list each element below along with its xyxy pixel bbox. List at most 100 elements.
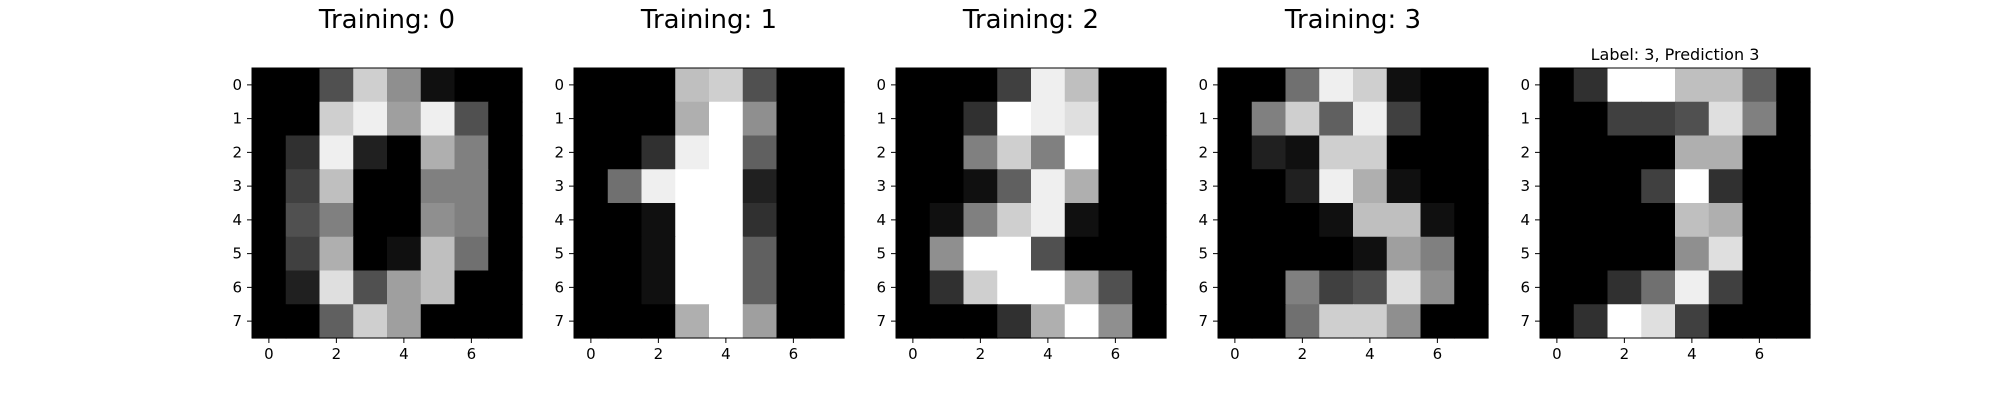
pixel-cell xyxy=(1386,236,1422,272)
pixel-cell xyxy=(1641,101,1676,137)
pixel-cell xyxy=(997,169,1032,204)
pixel-cell xyxy=(1540,169,1575,204)
pixel-cell xyxy=(810,203,845,238)
y-tick-label: 4 xyxy=(554,211,564,229)
pixel-cell xyxy=(896,101,931,137)
pixel-cell xyxy=(1285,169,1320,204)
pixel-cell xyxy=(574,203,609,238)
pixel-cell xyxy=(285,68,321,103)
x-tick-label: 0 xyxy=(908,345,918,363)
pixel-cell xyxy=(1420,304,1455,339)
axes-frame xyxy=(895,67,1167,339)
panel-training-0: Training: 0 0 2 4 6 0 1 2 3 4 5 6 7 xyxy=(232,5,523,363)
pixel-cell xyxy=(488,270,523,305)
pixel-cell xyxy=(607,236,643,272)
pixel-cell xyxy=(1776,101,1811,137)
pixel-cell xyxy=(1776,203,1811,238)
pixel-cell xyxy=(776,68,811,103)
panel-training-3: Training: 3 0 2 4 6 0 1 2 3 4 5 6 7 xyxy=(1198,5,1489,363)
pixel-cell xyxy=(742,135,778,170)
axes-frame xyxy=(1217,67,1489,339)
pixel-cell xyxy=(1031,135,1066,170)
panel-title: Training: 3 xyxy=(1284,5,1421,35)
pixel-cell xyxy=(1607,169,1642,204)
pixel-cell xyxy=(607,135,643,170)
x-tick-label: 6 xyxy=(1433,345,1443,363)
pixel-cell xyxy=(1064,236,1100,272)
pixel-cell xyxy=(607,203,643,238)
x-tick-label: 6 xyxy=(1755,345,1765,363)
panel-title: Label: 3, Prediction 3 xyxy=(1591,45,1760,64)
pixel-cell xyxy=(1132,270,1167,305)
pixel-cell xyxy=(896,135,931,170)
y-tick-label: 3 xyxy=(1198,177,1208,195)
pixel-cell xyxy=(1776,169,1811,204)
panel-training-1: Training: 1 0 2 4 6 0 1 2 3 4 5 6 7 xyxy=(554,5,845,363)
pixel-cell xyxy=(319,101,354,137)
pixel-cell xyxy=(1607,304,1642,339)
pixel-cell xyxy=(929,169,965,204)
pixel-cell xyxy=(1420,169,1455,204)
x-tick-label: 2 xyxy=(1620,345,1630,363)
pixel-cell xyxy=(607,68,643,103)
x-tick-label: 4 xyxy=(721,345,731,363)
panel-training-2: Training: 2 0 2 4 6 0 1 2 3 4 5 6 7 xyxy=(876,5,1167,363)
pixel-cell xyxy=(742,236,778,272)
pixel-cell xyxy=(1218,68,1253,103)
pixel-cell xyxy=(1251,101,1287,137)
pixel-cell xyxy=(488,236,523,272)
pixel-cell xyxy=(1218,101,1253,137)
x-tick-label: 4 xyxy=(399,345,409,363)
y-tick-label: 1 xyxy=(554,110,564,128)
pixel-cell xyxy=(387,270,422,305)
pixel-cell xyxy=(252,270,287,305)
pixel-cell xyxy=(1064,270,1100,305)
y-axis-ticks: 0 1 2 3 4 5 6 7 xyxy=(1520,76,1540,330)
pixel-cell xyxy=(709,236,744,272)
pixel-cell xyxy=(1607,236,1642,272)
x-tick-label: 4 xyxy=(1043,345,1053,363)
pixel-cell xyxy=(1132,101,1167,137)
pixel-cell xyxy=(353,135,388,170)
pixel-cell xyxy=(1641,68,1676,103)
x-axis-ticks: 0 2 4 6 xyxy=(1552,338,1764,363)
pixel-cell xyxy=(387,236,422,272)
y-tick-label: 0 xyxy=(554,76,564,94)
pixel-cell xyxy=(1386,270,1422,305)
pixel-cell xyxy=(420,135,456,170)
pixel-cell xyxy=(997,101,1032,137)
pixel-cell xyxy=(1573,236,1609,272)
x-axis-ticks: 0 2 4 6 xyxy=(1230,338,1442,363)
pixel-cell xyxy=(1319,101,1354,137)
pixel-cell xyxy=(776,236,811,272)
pixel-cell xyxy=(1031,203,1066,238)
pixel-cell xyxy=(1218,203,1253,238)
pixel-cell xyxy=(1454,236,1489,272)
pixel-cell xyxy=(1540,203,1575,238)
pixel-cell xyxy=(1386,203,1422,238)
x-tick-label: 0 xyxy=(586,345,596,363)
pixel-cell xyxy=(420,236,456,272)
y-tick-label: 2 xyxy=(232,143,242,161)
pixel-cell xyxy=(641,236,676,272)
pixel-cell xyxy=(929,68,965,103)
pixel-cell xyxy=(641,101,676,137)
pixel-cell xyxy=(810,304,845,339)
y-tick-label: 6 xyxy=(554,278,564,296)
pixel-cell xyxy=(574,68,609,103)
y-tick-label: 0 xyxy=(876,76,886,94)
pixel-cell xyxy=(776,203,811,238)
pixel-cell xyxy=(1285,68,1320,103)
y-tick-label: 4 xyxy=(876,211,886,229)
image-cells xyxy=(1218,68,1489,339)
y-tick-label: 4 xyxy=(232,211,242,229)
pixel-cell xyxy=(810,68,845,103)
pixel-cell xyxy=(1454,68,1489,103)
pixel-cell xyxy=(929,101,965,137)
x-tick-label: 0 xyxy=(264,345,274,363)
y-tick-label: 6 xyxy=(1520,278,1530,296)
pixel-cell xyxy=(1420,101,1455,137)
pixel-cell xyxy=(776,270,811,305)
pixel-cell xyxy=(1708,68,1744,103)
